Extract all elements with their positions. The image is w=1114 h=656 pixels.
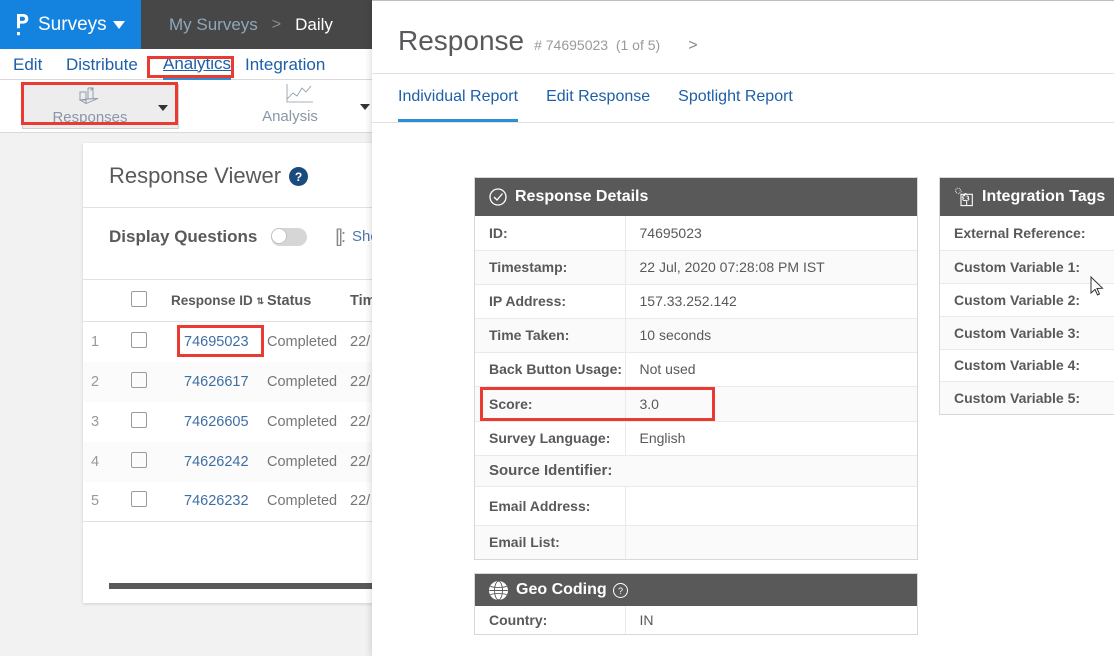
svg-text:?: ? [618,586,623,596]
svg-text:?: ? [295,170,302,184]
